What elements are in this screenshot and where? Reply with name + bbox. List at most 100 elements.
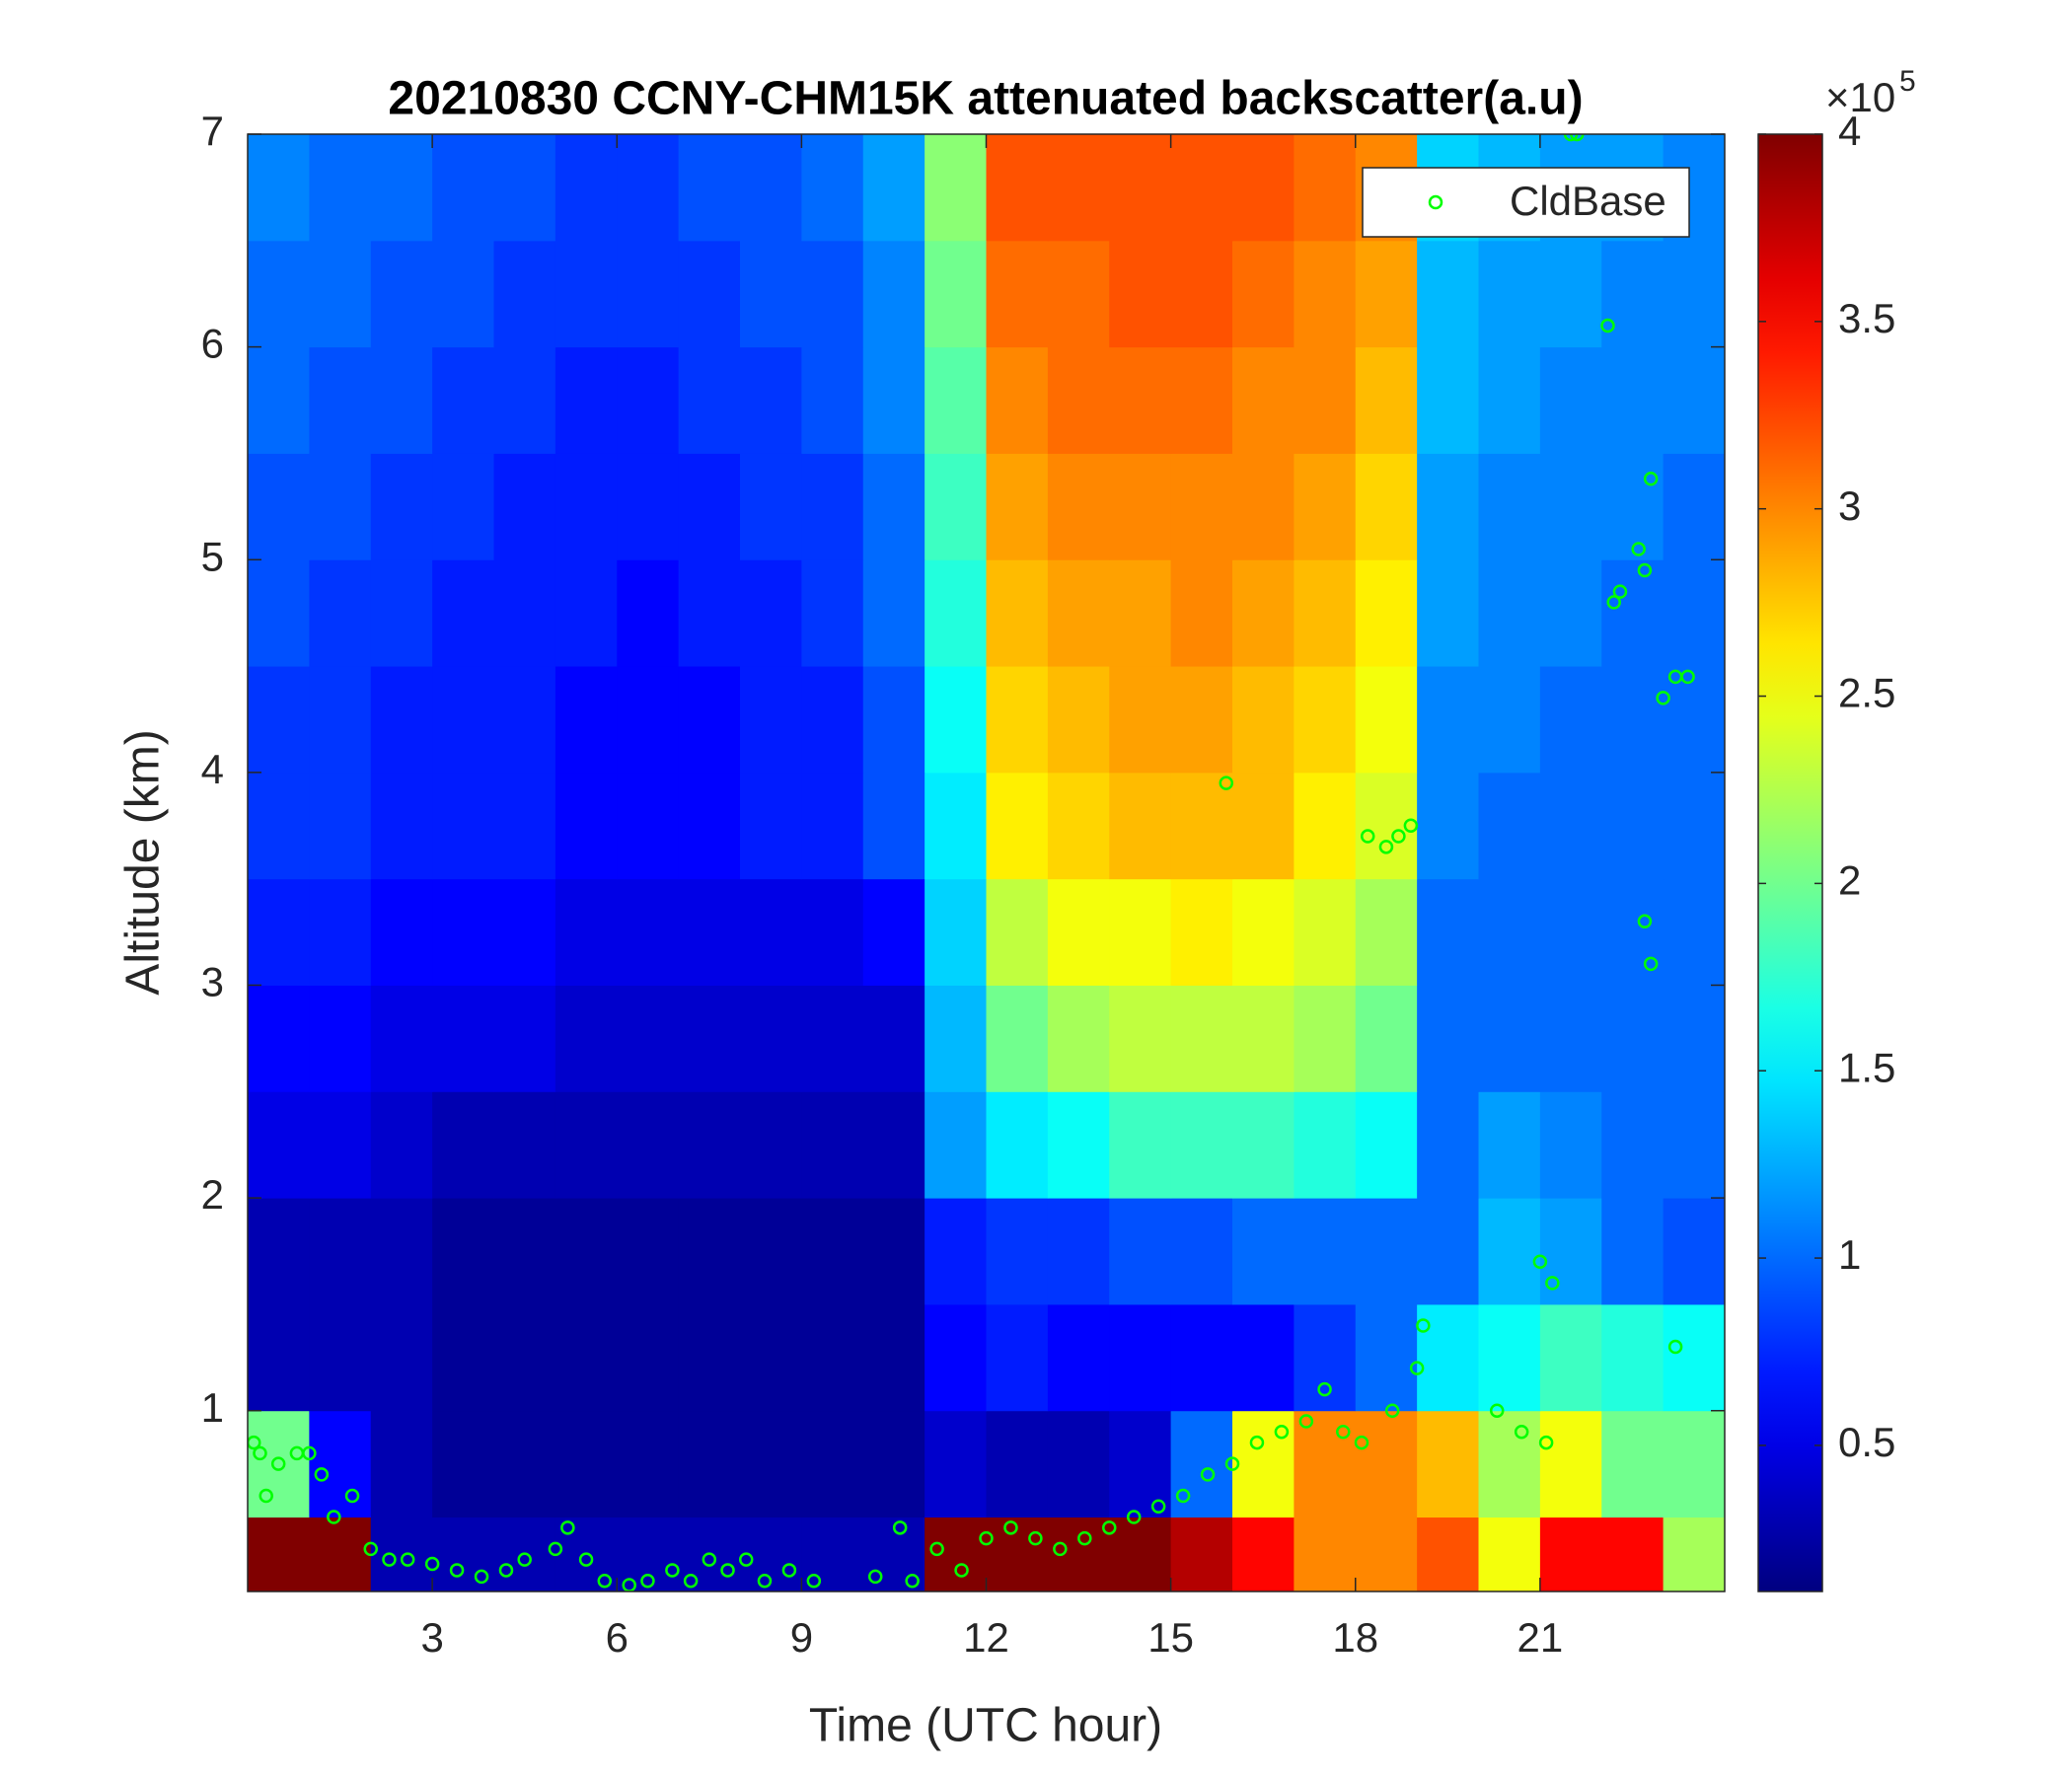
cloud-base-point (1028, 1530, 1043, 1546)
heatmap-cell (1539, 1303, 1602, 1412)
heatmap-cell (1417, 772, 1479, 880)
heatmap-cell (1478, 240, 1541, 348)
heatmap-cell (1601, 559, 1665, 667)
x-tick-label: 9 (790, 1614, 813, 1661)
colorbar-tick-label: 4 (1838, 108, 1861, 154)
cloud-base-point (1570, 134, 1585, 142)
cloud-base-point (1667, 1339, 1683, 1355)
heatmap-cell (432, 1091, 494, 1199)
heatmap-cell (555, 559, 618, 667)
heatmap-cell (1539, 346, 1602, 454)
heatmap-cell (1047, 1303, 1110, 1412)
scatter-layer (248, 134, 1695, 1591)
heatmap-cell (678, 985, 741, 1092)
chart-title: 20210830 CCNY-CHM15K attenuated backscat… (388, 73, 1583, 125)
cloud-base-point (757, 1573, 773, 1589)
heatmap-cell (432, 1410, 494, 1518)
x-tick-label: 6 (606, 1614, 629, 1661)
heatmap-cell (493, 346, 556, 454)
heatmap-cell (370, 453, 433, 560)
cloud-base-point (1656, 691, 1670, 705)
heatmap-cell (678, 134, 741, 242)
cloud-base-point (1224, 1456, 1240, 1471)
heatmap-cell (1294, 559, 1357, 667)
heatmap-cell (370, 559, 433, 667)
heatmap-cell (248, 240, 310, 348)
heatmap-cell (1109, 772, 1172, 880)
heatmap-cell (1170, 240, 1233, 348)
heatmap-cell (1294, 346, 1357, 454)
heatmap-cell (862, 453, 925, 560)
heatmap-cell (925, 878, 987, 986)
heatmap-cell (1417, 666, 1479, 774)
cloud-base-point (517, 1552, 532, 1567)
cloud-base-point (314, 1467, 330, 1482)
heatmap-cell (1109, 878, 1172, 986)
heatmap-cell (370, 772, 433, 880)
heatmap-cell (801, 666, 864, 774)
heatmap-cell (862, 1410, 925, 1518)
heatmap-cell (1601, 1517, 1665, 1591)
colorbar-tick-label: 1 (1838, 1231, 1861, 1278)
heatmap-cell (1539, 1198, 1602, 1305)
cloud-base-point (1538, 1435, 1554, 1450)
heatmap-cell (1355, 666, 1418, 774)
heatmap-cell (1663, 453, 1725, 560)
y-tick-label: 3 (201, 959, 224, 1005)
heatmap-cell (1663, 346, 1725, 454)
cloud-base-point (867, 1569, 883, 1585)
heatmap-cell (1417, 1517, 1479, 1591)
heatmap-cell (1478, 1198, 1541, 1305)
heatmap-cell (1601, 1198, 1665, 1305)
heatmap-cell (1601, 878, 1665, 986)
x-tick-label: 15 (1147, 1614, 1194, 1661)
heatmap-cell (1047, 134, 1110, 242)
colorbar-multiplier: ×10 (1825, 74, 1895, 120)
cloud-base-point (892, 1520, 908, 1535)
y-tick-label: 5 (201, 533, 224, 579)
cloud-base-point (253, 1445, 267, 1461)
heatmap-cell (1232, 240, 1295, 348)
colorbar-tick-label: 1.5 (1838, 1044, 1895, 1090)
heatmap-cell (493, 1303, 556, 1412)
cloud-base-point (1643, 956, 1659, 972)
heatmap-cell (617, 559, 680, 667)
heatmap-cell (1355, 985, 1418, 1092)
heatmap-cell (801, 1303, 864, 1412)
heatmap-cell (1417, 346, 1479, 454)
cloud-base-point (1053, 1541, 1068, 1557)
heatmap-cell (1047, 772, 1110, 880)
heatmap-cell (986, 1303, 1049, 1412)
heatmap-cell (248, 1303, 310, 1412)
heatmap-cell (309, 878, 372, 986)
heatmap-cell (740, 1198, 802, 1305)
heatmap-cell (617, 1410, 680, 1518)
heatmap-cell (432, 1303, 494, 1412)
heatmap-cell (1232, 1517, 1295, 1591)
heatmap-cell (1539, 772, 1602, 880)
heatmap-cell (1047, 240, 1110, 348)
heatmap-cell (1355, 240, 1418, 348)
heatmap-cell (862, 1303, 925, 1412)
heatmap-cell (1047, 1410, 1110, 1518)
cloud-base-point (1298, 1414, 1314, 1429)
cloud-base-point (1416, 1318, 1431, 1333)
heatmap-cell (1047, 1198, 1110, 1305)
heatmap-cell (925, 134, 987, 242)
heatmap-cell (248, 772, 310, 880)
cloud-base-point (1102, 1520, 1117, 1535)
cloud-base-point (1003, 1520, 1018, 1535)
heatmap-cell (617, 134, 680, 242)
heatmap-cell (1294, 1517, 1357, 1591)
colorbar-tick-label: 2 (1838, 856, 1861, 903)
heatmap-cell (1355, 1410, 1418, 1518)
cloud-base-point (1175, 1488, 1191, 1504)
heatmap-cell (1170, 1410, 1233, 1518)
heatmap-cell (617, 240, 680, 348)
heatmap-cell (925, 1303, 987, 1412)
heatmap-cell (1232, 878, 1295, 986)
heatmap-cell (309, 1303, 372, 1412)
legend-box (1362, 167, 1690, 238)
heatmap-cell (1663, 559, 1725, 667)
heatmap-cell (925, 559, 987, 667)
